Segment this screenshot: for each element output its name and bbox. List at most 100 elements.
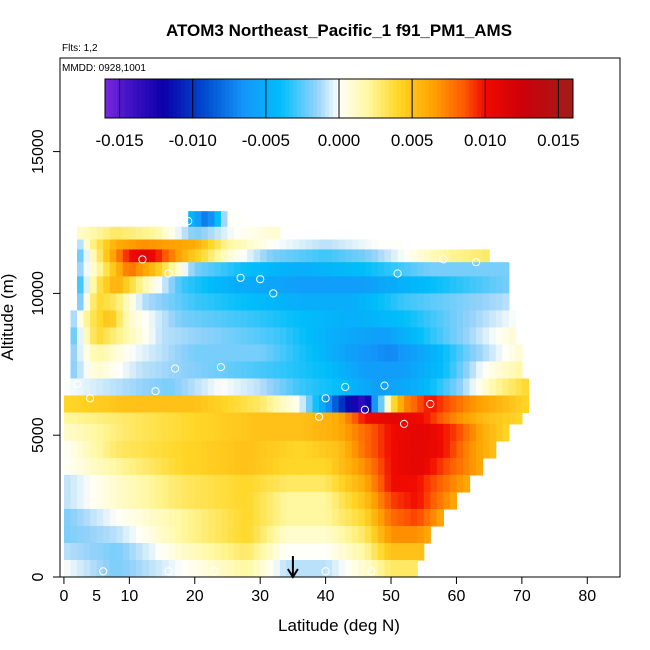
heatmap-cell: [417, 457, 425, 476]
heatmap-cell: [155, 361, 163, 380]
heatmap-cell: [77, 440, 85, 459]
heatmap-cell: [410, 276, 418, 294]
heatmap-cell: [207, 344, 215, 363]
heatmap-cell: [364, 276, 372, 294]
heatmap-cell: [430, 361, 438, 380]
colorbar-segment: [457, 79, 462, 118]
heatmap-cell: [194, 474, 202, 493]
heatmap-cell: [338, 559, 346, 578]
heatmap-cell: [273, 249, 281, 263]
heatmap-cell: [103, 525, 111, 544]
heatmap-cell: [469, 378, 477, 397]
heatmap-cell: [188, 423, 196, 442]
colorbar-segment: [269, 79, 274, 118]
heatmap-cell: [116, 508, 124, 527]
heatmap-cell: [148, 542, 157, 561]
heatmap-cell: [502, 262, 510, 277]
heatmap-cell: [338, 310, 346, 329]
heatmap-cell: [220, 395, 229, 414]
heatmap-cell: [109, 249, 117, 263]
colorbar-segment: [385, 79, 390, 118]
heatmap-cell: [521, 395, 530, 414]
heatmap-cell: [148, 276, 157, 294]
colorbar-segment: [453, 79, 458, 118]
heatmap-cell: [194, 559, 202, 578]
heatmap-cell: [384, 249, 392, 263]
heatmap-cell: [260, 457, 268, 476]
heatmap-cell: [247, 423, 255, 442]
heatmap-cell: [436, 262, 444, 277]
heatmap-cell: [77, 344, 85, 363]
heatmap-cell: [371, 239, 379, 251]
colorbar-segment: [401, 79, 406, 118]
heatmap-cell: [436, 293, 444, 312]
heatmap-cell: [220, 525, 229, 544]
heatmap-cell: [188, 525, 196, 544]
flight-point: [393, 269, 402, 278]
heatmap-cell: [90, 293, 98, 312]
heatmap-cell: [417, 293, 425, 312]
heatmap-cell: [449, 423, 458, 442]
heatmap-cell: [227, 395, 235, 414]
heatmap-cell: [116, 440, 124, 459]
heatmap-cell: [305, 378, 314, 397]
heatmap-cell: [391, 542, 399, 561]
heatmap-cell: [227, 211, 235, 228]
heatmap-cell: [292, 559, 301, 578]
heatmap-cell: [351, 344, 359, 363]
heatmap-cell: [364, 344, 372, 363]
heatmap-cell: [207, 457, 215, 476]
heatmap-cell: [508, 310, 516, 329]
colorbar-segment: [149, 79, 154, 118]
heatmap-cell: [109, 440, 117, 459]
colorbar-segment: [477, 79, 482, 118]
colorbar-segment: [113, 79, 118, 118]
heatmap-cell: [201, 491, 209, 510]
heatmap-cell: [410, 310, 418, 329]
heatmap-cell: [220, 226, 229, 241]
heatmap-cell: [286, 508, 294, 527]
heatmap-cell: [240, 559, 248, 578]
heatmap-cell: [175, 378, 183, 397]
heatmap-cell: [162, 361, 170, 380]
heatmap-cell: [266, 293, 274, 312]
heatmap-cell: [404, 378, 412, 397]
heatmap-cell: [469, 262, 477, 277]
heatmap-cell: [175, 542, 183, 561]
heatmap-cell: [495, 310, 503, 329]
heatmap-cell: [391, 262, 399, 277]
heatmap-cell: [423, 440, 431, 459]
heatmap-cell: [83, 378, 91, 397]
flight-point: [171, 364, 180, 373]
heatmap-cell: [194, 440, 202, 459]
heatmap-cell: [129, 327, 137, 346]
heatmap-cell: [312, 344, 320, 363]
heatmap-cell: [410, 423, 418, 442]
heatmap-cell: [129, 491, 137, 510]
heatmap-cell: [266, 276, 274, 294]
heatmap-cell: [371, 262, 379, 277]
heatmap-cell: [162, 508, 170, 527]
heatmap-cell: [371, 249, 379, 263]
heatmap-cell: [227, 559, 235, 578]
heatmap-cell: [292, 395, 301, 414]
heatmap-cell: [279, 276, 287, 294]
heatmap-cell: [456, 344, 464, 363]
heatmap-cell: [430, 378, 438, 397]
heatmap-cell: [148, 457, 157, 476]
heatmap-cell: [449, 327, 458, 346]
heatmap-cell: [83, 412, 91, 425]
colorbar-segment: [421, 79, 426, 118]
heatmap-cell: [227, 378, 235, 397]
heatmap-cell: [358, 491, 366, 510]
heatmap-cell: [116, 378, 124, 397]
heatmap-cell: [240, 310, 248, 329]
heatmap-cell: [90, 239, 98, 251]
heatmap-cell: [521, 378, 530, 397]
heatmap-cell: [364, 423, 372, 442]
heatmap-cell: [155, 378, 163, 397]
heatmap-cell: [319, 474, 327, 493]
colorbar-segment: [393, 79, 398, 118]
heatmap-cell: [332, 310, 340, 329]
flight-point: [72, 380, 82, 389]
